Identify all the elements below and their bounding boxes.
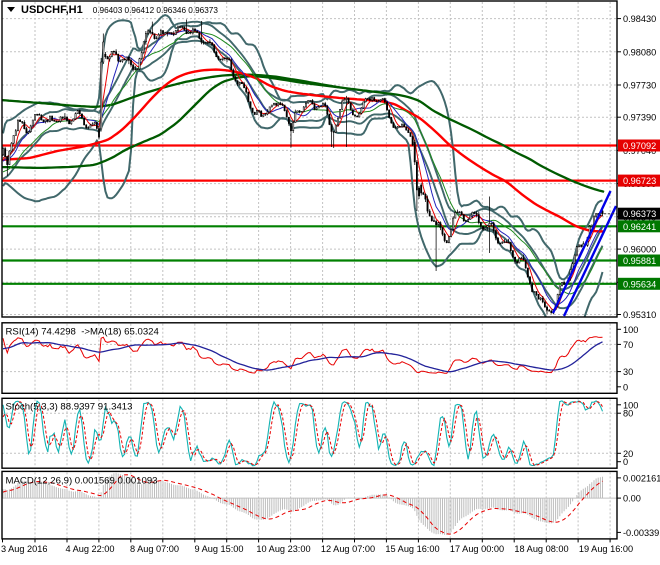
svg-text:100: 100 — [623, 400, 638, 410]
svg-text:0.96000: 0.96000 — [623, 245, 656, 255]
svg-text:0.97730: 0.97730 — [623, 81, 656, 91]
svg-text:0: 0 — [623, 382, 628, 392]
svg-text:30: 30 — [623, 367, 633, 377]
svg-text:0.95881: 0.95881 — [623, 256, 656, 266]
svg-text:12 Aug 07:00: 12 Aug 07:00 — [321, 544, 375, 554]
svg-text:70: 70 — [623, 340, 633, 350]
svg-text:0.96241: 0.96241 — [623, 222, 656, 232]
svg-text:0.96373: 0.96373 — [623, 209, 656, 219]
svg-text:80: 80 — [623, 409, 633, 419]
svg-text:20: 20 — [623, 449, 633, 459]
svg-text:100: 100 — [623, 325, 638, 335]
svg-text:0.97390: 0.97390 — [623, 113, 656, 123]
svg-text:15 Aug 16:00: 15 Aug 16:00 — [385, 544, 439, 554]
svg-text:0.98080: 0.98080 — [623, 47, 656, 57]
svg-text:0.96403 0.96412 0.96346 0.9637: 0.96403 0.96412 0.96346 0.96373 — [93, 6, 219, 15]
svg-text:0.00: 0.00 — [623, 494, 641, 504]
svg-text:0.98430: 0.98430 — [623, 14, 656, 24]
svg-text:4 Aug 22:00: 4 Aug 22:00 — [65, 544, 114, 554]
svg-text:17 Aug 00:00: 17 Aug 00:00 — [450, 544, 504, 554]
svg-text:USDCHF,H1: USDCHF,H1 — [21, 4, 83, 16]
svg-text:RSI(14) 74.4298 ->MA(18) 65.0: RSI(14) 74.4298 ->MA(18) 65.0324 — [6, 327, 160, 338]
svg-text:0.002161: 0.002161 — [623, 473, 660, 483]
svg-text:10 Aug 23:00: 10 Aug 23:00 — [256, 544, 310, 554]
svg-text:0: 0 — [623, 457, 628, 467]
svg-text:Stoch(5,3,3) 88.9397 91.3413: Stoch(5,3,3) 88.9397 91.3413 — [6, 402, 133, 413]
svg-text:0.97092: 0.97092 — [623, 141, 656, 151]
svg-text:-0.003391: -0.003391 — [623, 528, 660, 538]
svg-text:0.95310: 0.95310 — [623, 310, 656, 320]
svg-text:MACD(12,26,9) 0.001569 0.00109: MACD(12,26,9) 0.001569 0.001093 — [6, 476, 158, 487]
svg-text:0.96723: 0.96723 — [623, 176, 656, 186]
svg-text:9 Aug 15:00: 9 Aug 15:00 — [194, 544, 243, 554]
svg-text:8 Aug 07:00: 8 Aug 07:00 — [130, 544, 179, 554]
svg-text:18 Aug 08:00: 18 Aug 08:00 — [514, 544, 568, 554]
svg-text:0.95634: 0.95634 — [623, 279, 656, 289]
svg-text:3 Aug 2016: 3 Aug 2016 — [1, 544, 48, 554]
svg-text:19 Aug 16:00: 19 Aug 16:00 — [579, 544, 633, 554]
